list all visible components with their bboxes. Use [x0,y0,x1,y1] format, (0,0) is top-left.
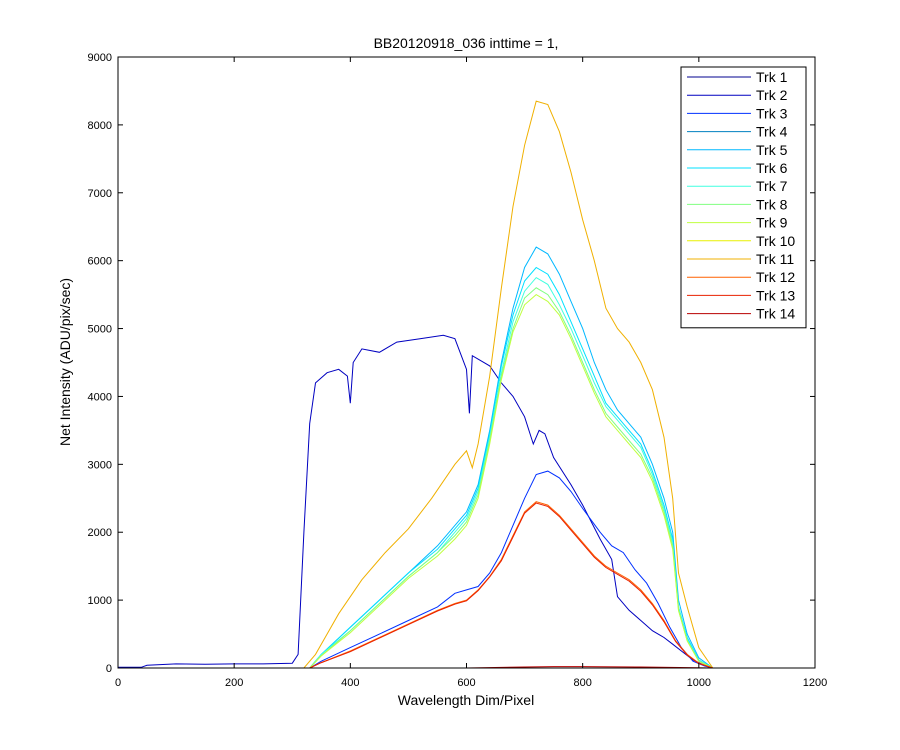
legend-label-trk-11: Trk 11 [756,251,794,267]
chart-title: BB20120918_036 inttime = 1, [374,35,559,51]
series-line-trk-11 [118,100,714,669]
legend-label-trk-12: Trk 12 [756,269,795,285]
legend-label-trk-4: Trk 4 [756,124,788,140]
series-line-trk-9 [118,293,714,669]
x-tick-label: 0 [115,677,121,689]
y-tick-label: 4000 [88,391,112,403]
x-tick-label: 400 [341,677,359,689]
series-line-trk-12 [118,501,713,669]
x-axis-label: Wavelength Dim/Pixel [398,692,534,708]
legend-label-trk-2: Trk 2 [756,87,788,103]
x-tick-label: 1200 [803,677,827,689]
legend-label-trk-14: Trk 14 [756,306,795,322]
y-axis-label: Net Intensity (ADU/pix/sec) [57,278,73,446]
series-line-trk-8 [118,287,714,669]
y-tick-label: 9000 [88,52,112,64]
legend-label-trk-10: Trk 10 [756,233,795,249]
series-line-trk-2 [118,334,713,669]
x-tick-label: 1000 [687,677,711,689]
x-tick-label: 800 [573,677,591,689]
x-tick-label: 200 [225,677,243,689]
y-tick-label: 8000 [88,120,112,132]
y-tick-label: 2000 [88,527,112,539]
legend-label-trk-3: Trk 3 [756,105,788,121]
legend-label-trk-6: Trk 6 [756,160,788,176]
legend-label-trk-1: Trk 1 [756,69,788,85]
y-tick-label: 7000 [88,188,112,200]
y-tick-label: 1000 [88,595,112,607]
y-tick-label: 3000 [88,459,112,471]
legend-label-trk-5: Trk 5 [756,142,788,158]
legend-box [680,66,807,329]
series-line-trk-6 [118,266,714,669]
y-tick-label: 0 [106,663,112,675]
legend-label-trk-8: Trk 8 [756,196,788,212]
y-tick-label: 5000 [88,324,112,336]
legend: Trk 1 Trk 2 Trk 3 Trk 4 Trk 5 Trk 6 Trk 7 Trk 8… [680,66,807,329]
ticks-layer: 0 200 400 600 800 1000 1200 0 1000 2000 3000 4000 50… [88,52,828,689]
legend-label-trk-9: Trk 9 [756,215,788,231]
series-line-trk-3 [118,470,713,669]
legend-label-trk-13: Trk 13 [756,287,795,303]
series-line-trk-13 [118,502,713,669]
series-layer [118,100,714,669]
legend-label-trk-7: Trk 7 [756,178,788,194]
x-tick-label: 600 [457,677,475,689]
y-tick-label: 6000 [88,256,112,268]
